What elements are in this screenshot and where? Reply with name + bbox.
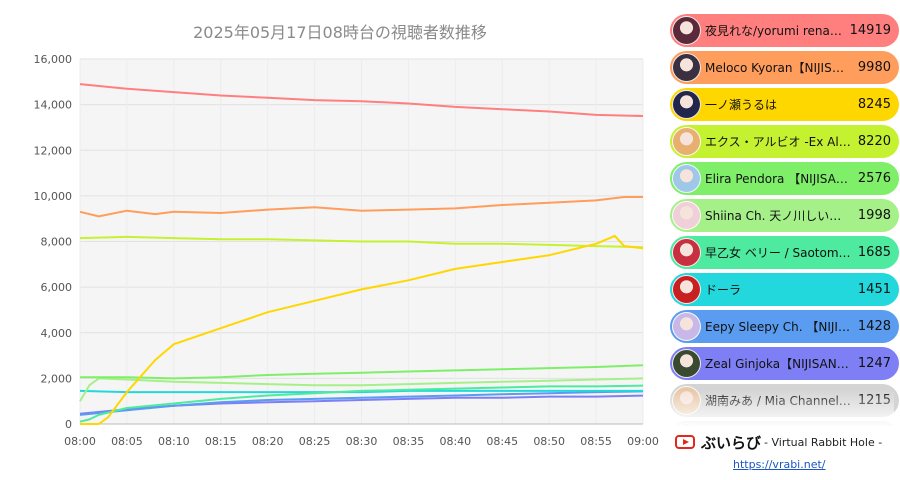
legend-item-name: 夜見れな/yorumi rena【にじさんじ所属】 — [705, 24, 844, 38]
legend-item-value: 1247 — [857, 356, 891, 371]
series-line-8 — [79, 389, 643, 394]
legend-item-name: Shiina Ch. 天ノ川しいな【にじさんじ所属】 — [705, 209, 852, 223]
avatar — [672, 53, 701, 82]
legend-item-name: エクス・アルビオ -Ex Albio- — [705, 135, 852, 149]
brand-subtitle: - Virtual Rabbit Hole - — [764, 435, 883, 449]
series-line-9 — [79, 390, 644, 416]
y-tick-label: 12,000 — [34, 144, 73, 157]
y-tick-label: 10,000 — [34, 190, 73, 203]
legend-item: Finana Ryugu【NIJISANJI EN】1192 — [670, 421, 899, 426]
avatar — [672, 275, 701, 304]
avatar — [672, 386, 701, 415]
y-tick-label: 2,000 — [41, 372, 73, 385]
legend-item: ドーラ 1451 — [670, 273, 899, 306]
legend-item-value: 1998 — [857, 208, 891, 223]
y-tick-label: 8,000 — [41, 236, 73, 249]
legend-item-value: 1685 — [857, 245, 891, 260]
x-tick-label: 08:30 — [346, 435, 378, 448]
legend-item-name: 湖南みあ / Mia Channel【にじさんじ】 — [705, 394, 852, 408]
legend-item: Eepy Sleepy Ch. 【NIJISANJI EN】 1428 — [670, 310, 899, 343]
y-tick-label: 0 — [65, 418, 72, 431]
legend-item-value: 2576 — [857, 171, 891, 186]
series-line-6 — [79, 377, 644, 402]
legend-list: 夜見れな/yorumi rena【にじさんじ所属】 14919 Meloco Kyo… — [670, 14, 899, 426]
x-tick-label: 08:25 — [299, 435, 331, 448]
viewer-count-line-chart: 2025年05月17日08時台の視聴者数推移 0 2,000 4,000 6,000 8… — [34, 23, 659, 448]
avatar — [672, 201, 701, 230]
avatar — [672, 238, 701, 267]
legend-item-value: 8220 — [857, 134, 891, 149]
x-tick-label: 09:00 — [627, 435, 659, 448]
legend-item-value: 8245 — [857, 97, 891, 112]
avatar — [672, 16, 701, 45]
chart-title: 2025年05月17日08時台の視聴者数推移 — [193, 23, 487, 42]
legend-sidebar: 夜見れな/yorumi rena【にじさんじ所属】 14919 Meloco Kyo… — [665, 0, 900, 480]
legend-item: Zeal Ginjoka【NIJISANJI EN】 1247 — [670, 347, 899, 380]
x-tick-label: 08:40 — [439, 435, 471, 448]
legend-item-name: 一ノ瀬うるは — [705, 98, 778, 112]
x-tick-label: 08:20 — [252, 435, 284, 448]
legend-item: 湖南みあ / Mia Channel【にじさんじ】 1215 — [670, 384, 899, 417]
series-line-1 — [79, 83, 644, 117]
youtube-icon — [675, 435, 695, 449]
legend-item-name: ドーラ — [705, 283, 742, 297]
y-tick-label: 16,000 — [34, 53, 73, 66]
avatar — [672, 90, 701, 119]
x-tick-label: 08:45 — [486, 435, 518, 448]
legend-item: Shiina Ch. 天ノ川しいな【にじさんじ所属】 1998 — [670, 199, 899, 232]
avatar — [672, 312, 701, 341]
legend-item: Elira Pendora 【NIJISANJI EN】 2576 — [670, 162, 899, 195]
legend-item-value: 14919 — [849, 23, 891, 38]
y-tick-label: 14,000 — [34, 99, 73, 112]
chart-area: 2025年05月17日08時台の視聴者数推移 0 2,000 4,000 6,000 8… — [33, 23, 659, 448]
legend-item: Meloco Kyoran【NIJISANJI EN】 9980 — [670, 51, 899, 84]
legend-item-name: Zeal Ginjoka【NIJISANJI EN】 — [705, 357, 852, 371]
x-tick-label: 08:35 — [393, 435, 425, 448]
series-line-4 — [79, 235, 644, 249]
legend-item-value: 1215 — [857, 393, 891, 408]
y-tick-label: 4,000 — [41, 327, 73, 340]
y-tick-label: 6,000 — [41, 281, 73, 294]
avatar — [672, 127, 701, 156]
series-line-3 — [80, 234, 644, 425]
x-tick-label: 08:05 — [111, 435, 143, 448]
legend-item: 夜見れな/yorumi rena【にじさんじ所属】 14919 — [670, 14, 899, 47]
avatar — [672, 349, 701, 378]
x-tick-label: 08:15 — [205, 435, 237, 448]
series-lines — [79, 83, 644, 425]
brand-name: ぶいらび — [701, 433, 762, 452]
legend-item: 早乙女 ベリー / Saotome Berry【にじさんじ】 1685 — [670, 236, 899, 269]
legend-item-name: Eepy Sleepy Ch. 【NIJISANJI EN】 — [705, 320, 852, 334]
legend-item: エクス・アルビオ -Ex Albio- 8220 — [670, 125, 899, 158]
legend-item-name: Elira Pendora 【NIJISANJI EN】 — [705, 172, 852, 186]
brand-url-link[interactable]: https://vrabi.net/ — [733, 457, 826, 471]
legend-item-name: Meloco Kyoran【NIJISANJI EN】 — [705, 61, 852, 75]
legend-item-name: 早乙女 ベリー / Saotome Berry【にじさんじ】 — [705, 246, 852, 260]
avatar — [672, 164, 701, 193]
series-line-5 — [80, 364, 644, 380]
x-tick-label: 08:55 — [580, 435, 612, 448]
legend-item-value: 1428 — [857, 319, 891, 334]
avatar — [672, 423, 701, 426]
grid — [79, 58, 644, 425]
brand-block: ぶいらび - Virtual Rabbit Hole - https://vra… — [675, 431, 899, 475]
axes: 0 2,000 4,000 6,000 8,000 10,000 12,000 14,000 1… — [34, 53, 659, 448]
legend-item: 一ノ瀬うるは 8245 — [670, 88, 899, 121]
series-line-2 — [79, 196, 643, 218]
legend-item-value: 1451 — [857, 282, 891, 297]
x-tick-label: 08:10 — [158, 435, 190, 448]
x-tick-label: 08:00 — [64, 435, 96, 448]
legend-item-value: 9980 — [857, 60, 891, 75]
series-line-7 — [79, 384, 644, 423]
x-tick-label: 08:50 — [533, 435, 565, 448]
